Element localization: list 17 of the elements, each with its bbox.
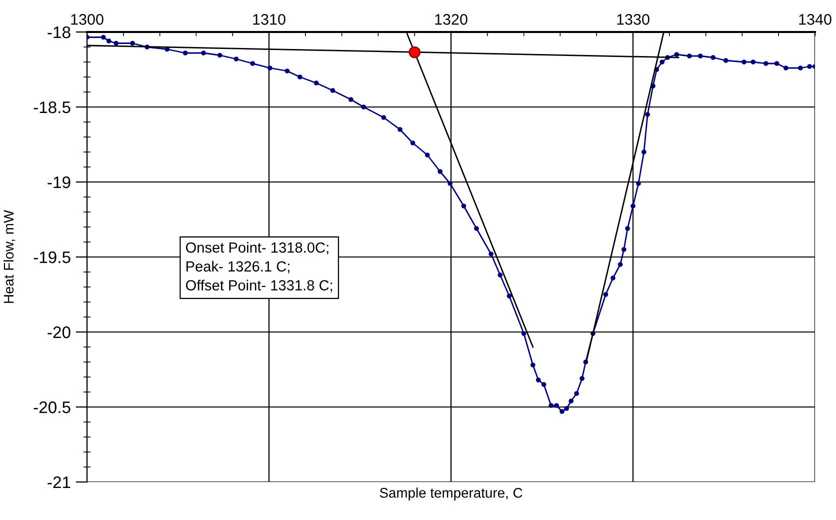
y-tick-label: -18 xyxy=(48,26,70,38)
x-tick-label: 1300 xyxy=(71,14,104,25)
x-tick-label: 1340 xyxy=(799,14,832,25)
x-axis-title: Sample temperature, C xyxy=(380,488,522,501)
y-axis-title: Heat Flow, mW xyxy=(3,210,16,303)
annotation: Onset Point- 1318.0C; xyxy=(186,242,328,254)
y-tick-label: -19 xyxy=(48,176,70,188)
y-tick-label: -21 xyxy=(48,476,70,488)
y-tick-label: -19.5 xyxy=(34,251,70,264)
y-tick-label: -20 xyxy=(48,326,70,338)
annotation: Peak- 1326.1 C; xyxy=(186,260,290,274)
annotation: Offset Point- 1331.8 C; xyxy=(186,280,332,292)
x-tick-label: 1330 xyxy=(617,14,650,25)
x-tick-label: 1320 xyxy=(435,14,468,25)
y-tick-label: -18.5 xyxy=(34,101,70,114)
x-tick-label: 1310 xyxy=(253,14,286,25)
y-tick-label: -20.5 xyxy=(34,401,70,414)
